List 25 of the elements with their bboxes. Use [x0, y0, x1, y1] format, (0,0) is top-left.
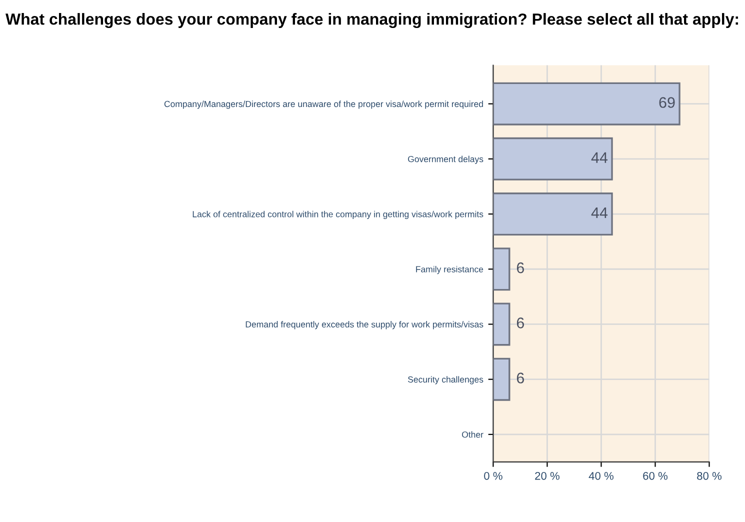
x-tick-label: 0 %: [484, 472, 502, 480]
data-label: 6: [516, 318, 524, 328]
y-tick-label: Family resistance: [416, 266, 484, 274]
x-tick-label: 40 %: [588, 472, 614, 480]
y-tick-label: Other: [462, 431, 484, 438]
data-label: 44: [591, 152, 608, 163]
data-label: 69: [659, 97, 675, 108]
bar: [493, 302, 510, 346]
bar: [493, 82, 680, 126]
bar: [493, 192, 613, 236]
data-label: 6: [516, 262, 524, 274]
y-tick-label: Lack of centralized control within the company in getting visas/work permits: [192, 210, 484, 220]
y-tick-label: Demand frequently exceeds the supply for work permits/visas: [246, 321, 484, 330]
x-tick-label: 20 %: [535, 472, 560, 480]
y-tick-label: Government delays: [408, 156, 484, 164]
x-tick-label: 60 %: [643, 472, 668, 480]
bar: [493, 358, 510, 401]
y-tick-label: Company/Managers/Directors are unaware of the proper visa/work permit required: [164, 100, 483, 109]
y-tick-label: Security challenges: [408, 376, 484, 384]
data-label: 44: [591, 207, 608, 218]
data-label: 6: [516, 372, 524, 384]
bar: [493, 137, 613, 180]
chart-title: What challenges does your company face in managing immigration? Please select all that apply:: [6, 13, 738, 28]
x-tick-label: 80 %: [697, 472, 722, 480]
bar: [493, 248, 510, 291]
